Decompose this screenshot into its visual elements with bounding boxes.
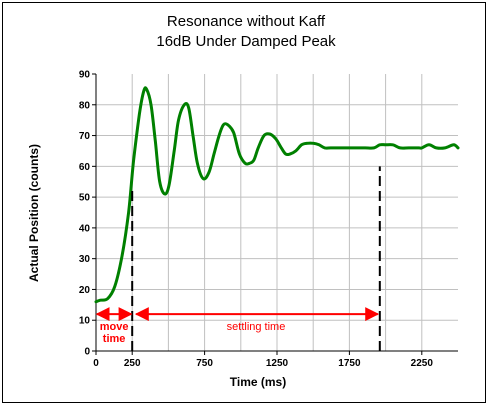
chart-subtitle: 16dB Under Damped Peak: [156, 33, 336, 50]
x-tick-label: 2250: [411, 358, 434, 369]
y-tick-label: 70: [79, 131, 91, 142]
x-tick-label: 1750: [338, 358, 361, 369]
y-axis-label: Actual Position (counts): [27, 144, 41, 282]
chart-title: Resonance without Kaff: [167, 13, 326, 30]
x-tick-label: 750: [196, 358, 213, 369]
y-tick-label: 60: [79, 162, 91, 173]
y-tick-label: 90: [79, 70, 91, 81]
x-tick-label: 250: [124, 358, 141, 369]
y-tick-label: 40: [79, 223, 91, 234]
y-tick-label: 30: [79, 254, 91, 265]
y-tick-label: 50: [79, 193, 91, 204]
series-line-0: [94, 86, 460, 304]
move-time-label-line1: move: [100, 321, 129, 333]
settling-time-label: settling time: [227, 321, 286, 333]
move-time-label-line2: time: [103, 333, 126, 345]
y-tick-label: 10: [79, 316, 91, 327]
y-tick-label: 0: [84, 347, 90, 358]
x-axis-label: Time (ms): [230, 375, 286, 389]
y-tick-label: 20: [79, 285, 91, 296]
y-tick-label: 80: [79, 100, 91, 111]
x-tick-label: 0: [93, 358, 99, 369]
x-tick-label: 1250: [266, 358, 289, 369]
